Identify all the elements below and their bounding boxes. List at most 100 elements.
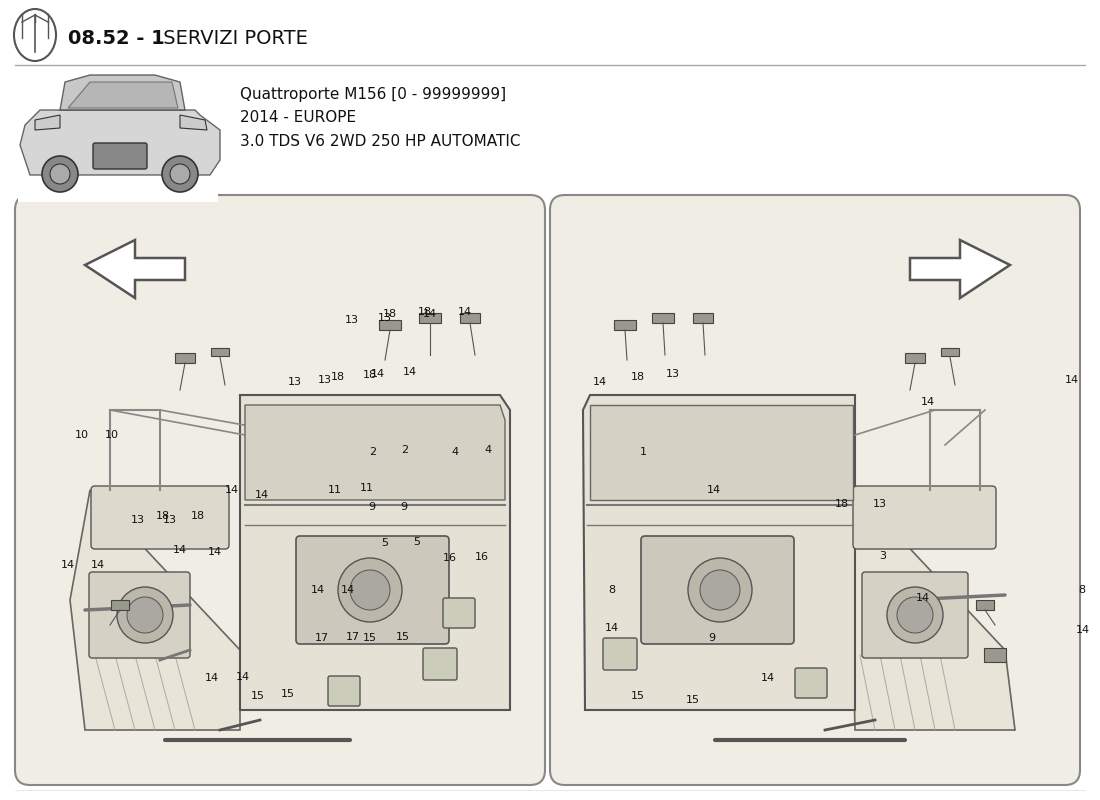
Text: 14: 14	[916, 593, 931, 603]
Text: 14: 14	[311, 585, 326, 595]
Text: 13: 13	[163, 515, 177, 525]
Text: 2014 - EUROPE: 2014 - EUROPE	[240, 110, 356, 126]
Polygon shape	[460, 313, 480, 323]
Text: 14: 14	[208, 547, 222, 557]
Text: 9: 9	[400, 502, 408, 512]
Polygon shape	[583, 395, 855, 710]
Text: 15: 15	[280, 689, 295, 699]
Text: 08.52 - 1: 08.52 - 1	[68, 29, 165, 47]
Polygon shape	[910, 240, 1010, 298]
Polygon shape	[940, 348, 959, 356]
Text: 14: 14	[173, 545, 187, 555]
Text: 9: 9	[708, 633, 716, 643]
FancyBboxPatch shape	[18, 72, 218, 202]
Text: 14: 14	[761, 673, 776, 683]
Polygon shape	[652, 313, 674, 323]
Text: 13: 13	[666, 369, 680, 379]
Text: 18: 18	[156, 511, 170, 521]
Circle shape	[896, 597, 933, 633]
Text: 14: 14	[341, 585, 355, 595]
Text: 15: 15	[686, 695, 700, 705]
Text: 13: 13	[345, 315, 359, 325]
Text: 14: 14	[371, 369, 385, 379]
Circle shape	[170, 164, 190, 184]
Circle shape	[350, 570, 390, 610]
Text: 13: 13	[318, 375, 332, 385]
Text: 14: 14	[422, 309, 437, 319]
Polygon shape	[693, 313, 713, 323]
Polygon shape	[850, 490, 1015, 730]
FancyBboxPatch shape	[424, 648, 456, 680]
Text: 14: 14	[224, 485, 239, 495]
FancyBboxPatch shape	[89, 572, 190, 658]
Polygon shape	[85, 240, 185, 298]
Text: 18: 18	[363, 370, 377, 380]
Text: 2: 2	[402, 445, 408, 455]
FancyBboxPatch shape	[795, 668, 827, 698]
FancyBboxPatch shape	[603, 638, 637, 670]
Text: 9: 9	[368, 502, 375, 512]
Polygon shape	[245, 405, 505, 500]
Circle shape	[338, 558, 402, 622]
Polygon shape	[35, 115, 60, 130]
Text: 10: 10	[75, 430, 89, 440]
Text: 5: 5	[414, 537, 420, 547]
FancyBboxPatch shape	[15, 195, 544, 785]
Circle shape	[688, 558, 752, 622]
FancyBboxPatch shape	[91, 486, 229, 549]
Text: 13: 13	[288, 377, 302, 387]
Text: 18: 18	[418, 307, 432, 317]
Text: 18: 18	[631, 372, 645, 382]
Text: 18: 18	[191, 511, 205, 521]
Text: 8: 8	[608, 585, 616, 595]
Circle shape	[50, 164, 70, 184]
Text: 5: 5	[382, 538, 388, 548]
FancyBboxPatch shape	[296, 536, 449, 644]
Text: 16: 16	[443, 553, 456, 563]
Polygon shape	[68, 82, 178, 108]
Circle shape	[117, 587, 173, 643]
Text: 15: 15	[396, 632, 410, 642]
Circle shape	[887, 587, 943, 643]
Text: 14: 14	[255, 490, 270, 500]
Text: 18: 18	[331, 372, 345, 382]
Text: 14: 14	[1076, 625, 1090, 635]
Text: 14: 14	[205, 673, 219, 683]
Circle shape	[42, 156, 78, 192]
FancyBboxPatch shape	[862, 572, 968, 658]
Text: 14: 14	[91, 560, 106, 570]
FancyBboxPatch shape	[94, 143, 147, 169]
Text: 1: 1	[639, 447, 647, 457]
Text: 13: 13	[378, 313, 392, 323]
Text: 4: 4	[484, 445, 492, 455]
Text: 14: 14	[707, 485, 722, 495]
Text: 15: 15	[631, 691, 645, 701]
FancyBboxPatch shape	[328, 676, 360, 706]
FancyBboxPatch shape	[443, 598, 475, 628]
Text: 2: 2	[370, 447, 376, 457]
FancyBboxPatch shape	[852, 486, 996, 549]
Text: 14: 14	[60, 560, 75, 570]
Polygon shape	[379, 320, 401, 330]
Text: 13: 13	[873, 499, 887, 509]
Circle shape	[700, 570, 740, 610]
Text: 10: 10	[104, 430, 119, 440]
Polygon shape	[111, 600, 129, 610]
Text: 14: 14	[605, 623, 619, 633]
Text: 3: 3	[880, 551, 887, 561]
Text: 14: 14	[921, 397, 935, 407]
Polygon shape	[984, 648, 1006, 662]
Polygon shape	[60, 75, 185, 110]
Polygon shape	[175, 353, 195, 363]
Text: 16: 16	[475, 552, 490, 562]
Text: 15: 15	[363, 633, 377, 643]
Text: 18: 18	[835, 499, 849, 509]
Polygon shape	[614, 320, 636, 330]
Text: 18: 18	[383, 309, 397, 319]
Text: 11: 11	[360, 483, 374, 493]
Text: 4: 4	[451, 447, 459, 457]
Text: 13: 13	[131, 515, 145, 525]
FancyBboxPatch shape	[550, 195, 1080, 785]
Polygon shape	[419, 313, 441, 323]
Polygon shape	[905, 353, 925, 363]
